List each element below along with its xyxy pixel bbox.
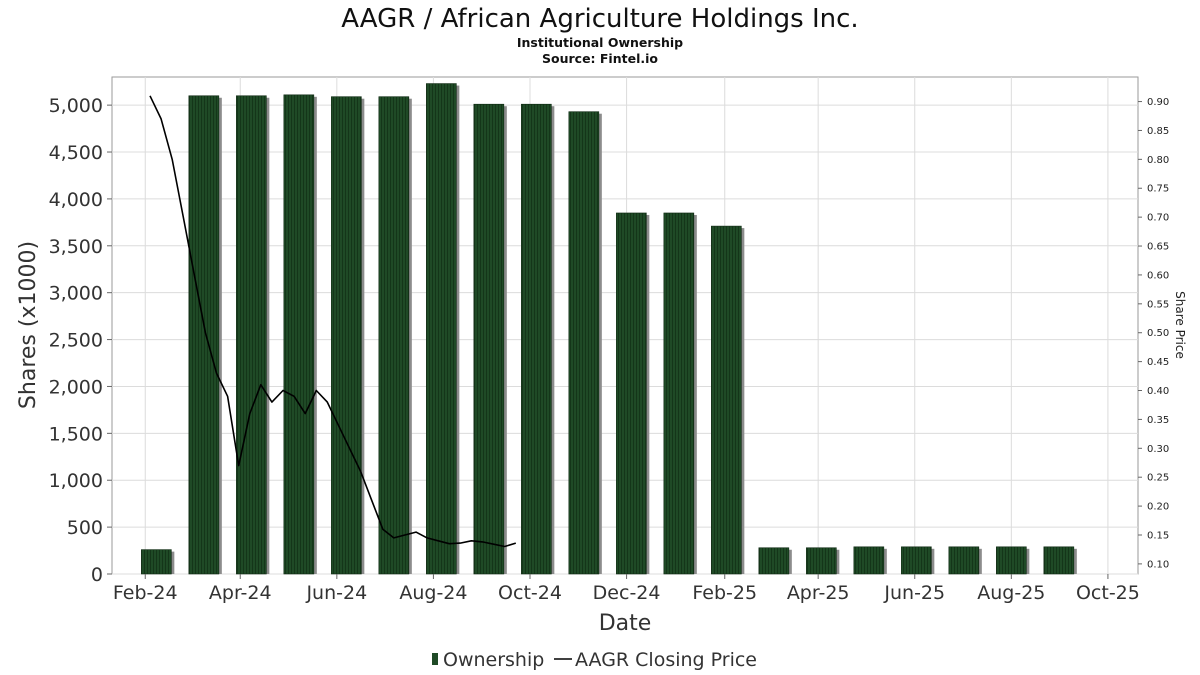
y2-tick-label: 0.90: [1147, 97, 1169, 108]
x-tick-label: Jun-25: [883, 582, 945, 604]
y-tick-label: 2,000: [49, 376, 103, 398]
x-tick-label: Feb-25: [692, 582, 757, 604]
ownership-bar: [853, 546, 885, 575]
y-tick-label: 2,500: [49, 330, 103, 352]
ownership-bar: [663, 212, 695, 575]
y-tick-label: 4,500: [49, 142, 103, 164]
left-axis-ticks: 0 500 1,000 1,500 2,000 2,500 3,000 3,500 4,000 4…: [49, 95, 112, 586]
ownership-bar: [806, 547, 837, 575]
y-tick-label: 1,000: [49, 470, 103, 492]
y2-tick-label: 0.30: [1147, 444, 1169, 455]
legend: Ownership AAGR Closing Price: [432, 649, 757, 671]
ownership-bar: [568, 111, 600, 575]
y2-tick-label: 0.60: [1147, 270, 1169, 281]
y-tick-label: 5,000: [49, 95, 103, 117]
ownership-bar: [378, 96, 410, 575]
ownership-bar: [141, 549, 172, 575]
ownership-bar: [758, 547, 790, 575]
ownership-bar: [283, 94, 315, 575]
ownership-bars: [141, 83, 1077, 575]
legend-ownership-swatch: [432, 653, 438, 665]
x-tick-label: Feb-24: [113, 582, 178, 604]
ownership-bar: [188, 95, 220, 575]
x-tick-label: Dec-24: [593, 582, 661, 604]
chart-source: Source: Fintel.io: [542, 51, 658, 66]
ownership-bar: [948, 546, 980, 575]
ownership-bar: [473, 103, 505, 575]
y2-tick-label: 0.25: [1147, 473, 1169, 484]
ownership-bar: [521, 103, 552, 575]
price-line-group: [149, 95, 517, 548]
legend-price-label: AAGR Closing Price: [575, 649, 757, 671]
ownership-bar: [616, 212, 647, 575]
ownership-bar: [901, 546, 932, 575]
y2-tick-label: 0.15: [1147, 530, 1169, 541]
y2-tick-label: 0.70: [1147, 213, 1169, 224]
y2-tick-label: 0.45: [1147, 357, 1169, 368]
y2-tick-label: 0.35: [1147, 415, 1169, 426]
x-tick-label: Apr-24: [209, 582, 272, 604]
y2-tick-label: 0.75: [1147, 184, 1169, 195]
right-axis-ticks: 0.10 0.15 0.20 0.25 0.30 0.35 0.40 0.45 0.50 0.55…: [1138, 97, 1169, 570]
price-line: [149, 95, 517, 548]
y2-tick-label: 0.80: [1147, 155, 1169, 166]
ownership-bar: [996, 546, 1027, 575]
x-axis-label: Date: [599, 611, 652, 636]
ownership-bar: [426, 83, 457, 575]
y-tick-label: 4,000: [49, 189, 103, 211]
x-tick-label: Oct-24: [498, 582, 562, 604]
ownership-bar: [711, 225, 742, 575]
chart-title: AAGR / African Agriculture Holdings Inc.: [341, 4, 858, 34]
y2-axis-label: Share Price: [1173, 291, 1187, 359]
y-tick-label: 1,500: [49, 423, 103, 445]
x-axis-ticks: Feb-24 Apr-24 Jun-24 Aug-24 Oct-24 Dec-24 Feb-…: [113, 574, 1140, 604]
y2-tick-label: 0.50: [1147, 328, 1169, 339]
ownership-bar: [236, 95, 267, 575]
x-tick-label: Aug-24: [399, 582, 467, 604]
ownership-bar: [1043, 546, 1075, 575]
y-tick-label: 3,500: [49, 236, 103, 258]
x-tick-label: Jun-24: [305, 582, 367, 604]
y2-tick-label: 0.20: [1147, 502, 1169, 513]
chart-subtitle: Institutional Ownership: [517, 35, 683, 50]
y2-tick-label: 0.40: [1147, 386, 1169, 397]
y2-tick-label: 0.65: [1147, 242, 1169, 253]
y-tick-label: 500: [67, 517, 103, 539]
ownership-bar: [331, 96, 362, 575]
y2-tick-label: 0.10: [1147, 559, 1169, 570]
legend-ownership-label: Ownership: [443, 649, 544, 671]
y2-tick-label: 0.55: [1147, 299, 1169, 310]
y2-tick-label: 0.85: [1147, 126, 1169, 137]
x-tick-label: Aug-25: [977, 582, 1045, 604]
x-tick-label: Oct-25: [1076, 582, 1140, 604]
y-tick-label: 0: [91, 564, 103, 586]
y-tick-label: 3,000: [49, 283, 103, 305]
y-axis-label: Shares (x1000): [16, 241, 41, 409]
x-tick-label: Apr-25: [787, 582, 850, 604]
